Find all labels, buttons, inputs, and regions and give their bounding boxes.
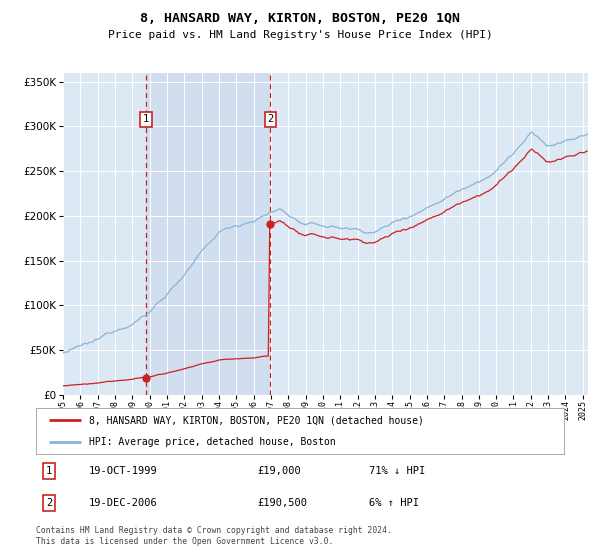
- Text: Price paid vs. HM Land Registry's House Price Index (HPI): Price paid vs. HM Land Registry's House …: [107, 30, 493, 40]
- Text: 2: 2: [46, 498, 52, 508]
- Text: 1: 1: [46, 466, 52, 476]
- Text: 6% ↑ HPI: 6% ↑ HPI: [368, 498, 419, 508]
- Text: 19-OCT-1999: 19-OCT-1999: [89, 466, 158, 476]
- Text: Contains HM Land Registry data © Crown copyright and database right 2024.
This d: Contains HM Land Registry data © Crown c…: [36, 526, 392, 546]
- Text: 19-DEC-2006: 19-DEC-2006: [89, 498, 158, 508]
- Text: 8, HANSARD WAY, KIRTON, BOSTON, PE20 1QN: 8, HANSARD WAY, KIRTON, BOSTON, PE20 1QN: [140, 12, 460, 25]
- Text: 2: 2: [267, 114, 274, 124]
- Bar: [146, 73, 271, 395]
- Text: HPI: Average price, detached house, Boston: HPI: Average price, detached house, Bost…: [89, 437, 335, 447]
- Text: £190,500: £190,500: [258, 498, 308, 508]
- Text: £19,000: £19,000: [258, 466, 302, 476]
- Text: 8, HANSARD WAY, KIRTON, BOSTON, PE20 1QN (detached house): 8, HANSARD WAY, KIRTON, BOSTON, PE20 1QN…: [89, 415, 424, 425]
- Text: 1: 1: [143, 114, 149, 124]
- Text: 71% ↓ HPI: 71% ↓ HPI: [368, 466, 425, 476]
